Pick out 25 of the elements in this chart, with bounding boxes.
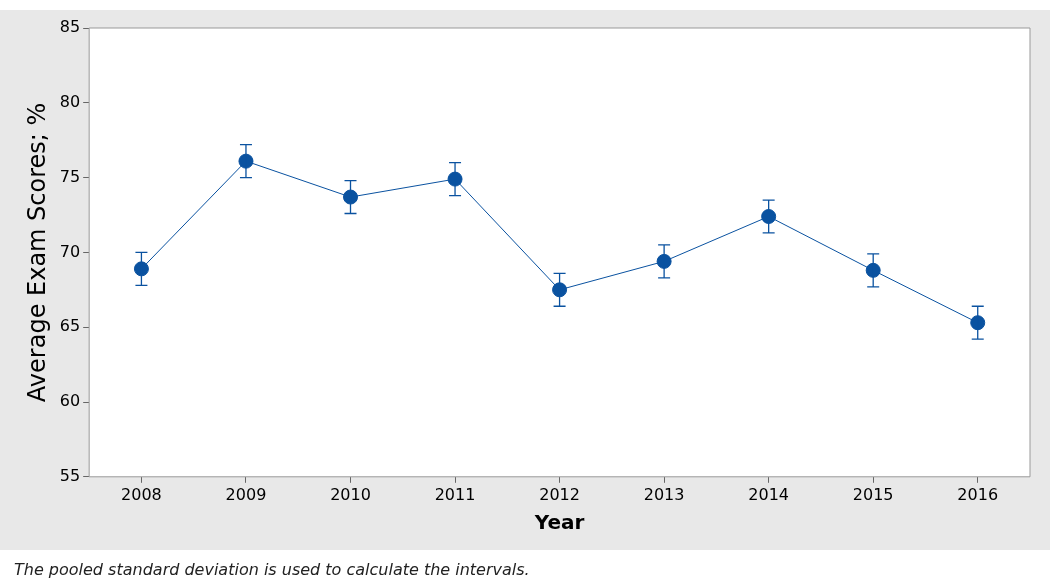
y-tick-label: 85 [59,17,81,37]
x-tick-label: 2011 [434,484,476,504]
point [343,189,358,205]
y-tick-label: 80 [59,91,81,111]
x-tick-label: 2008 [121,484,162,504]
point [133,261,149,277]
x-tick-label: 2015 [852,484,894,504]
y-axis-title: Average Exam Scores; % [22,102,51,403]
x-tick-label: 2016 [957,484,999,504]
x-tick-label: 2014 [748,484,790,504]
y-tick-label: 75 [59,166,81,186]
text: The pooled standard deviation is used to calculate the intervals. [14,560,530,579]
x-tick-label: 2010 [330,484,371,504]
x-tick-label: 2013 [643,484,685,504]
point [865,262,881,278]
x-axis-title: Year [533,510,585,535]
x-tick-label: 2012 [539,484,580,504]
y-tick-label: 70 [59,241,81,261]
y-tick-label: 55 [59,465,81,485]
y-tick-label: 65 [59,316,81,336]
point [761,209,777,224]
y-tick-label: 60 [59,391,81,411]
x-tick-label: 2009 [225,484,267,504]
point [552,282,568,298]
point [970,315,986,331]
